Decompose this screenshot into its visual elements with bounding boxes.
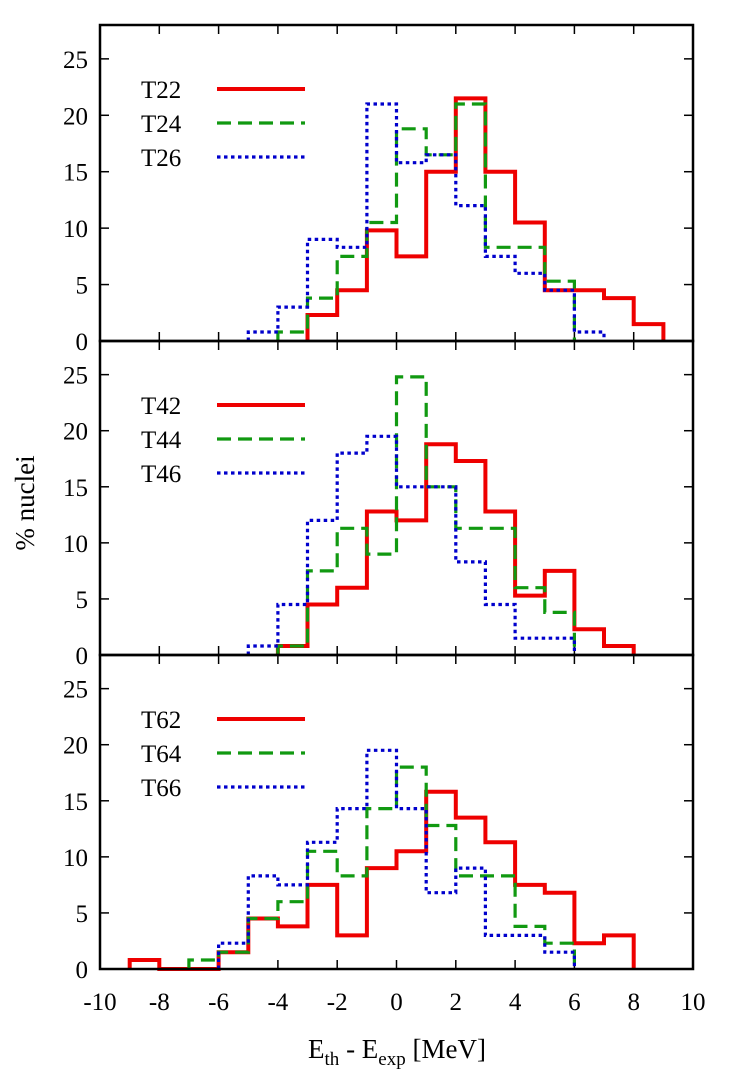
x-tick-labels: -10 -8 -6 -4 -2 0 2 4 6 8 10 (83, 989, 705, 1016)
x-label-tail: [MeV] (406, 1034, 486, 1064)
legend-label-T42: T42 (141, 393, 181, 420)
x-label-main: E (308, 1034, 325, 1064)
panel-3: 0 5 10 15 20 25 T62 T64 T66 (63, 653, 695, 984)
y-tick-label: 25 (63, 363, 88, 390)
legend-label-T66: T66 (141, 775, 181, 802)
y-tick-label: 15 (63, 789, 88, 816)
legend-label-T44: T44 (141, 427, 182, 454)
y-tick-label: 10 (63, 845, 88, 872)
x-tick-label: 6 (568, 989, 581, 1016)
x-tick-label: -6 (208, 989, 229, 1016)
y-tick-label: 20 (63, 733, 88, 760)
series-T46-histogram (246, 434, 576, 655)
x-tick-label: 10 (681, 989, 706, 1016)
legend-label-T24: T24 (141, 111, 182, 138)
legend-label-T22: T22 (141, 77, 181, 104)
x-tick-label: -4 (267, 989, 288, 1016)
legend-label-T46: T46 (141, 461, 181, 488)
series-T22-histogram (305, 96, 666, 341)
y-tick-label: 15 (63, 160, 88, 187)
y-tick-label: 0 (76, 957, 89, 984)
legend-label-T62: T62 (141, 707, 181, 734)
y-tick-label: 20 (63, 419, 88, 446)
x-tick-label: -10 (83, 989, 116, 1016)
panels-group: 0 5 10 15 20 25 T22 T24 T26 0 5 10 15 20 25 T42 T44 T46 0 5… (63, 23, 695, 984)
x-tick-label: 4 (509, 989, 522, 1016)
panel-1: 0 5 10 15 20 25 T22 T24 T26 (63, 23, 695, 356)
legend-label-T26: T26 (141, 145, 181, 172)
y-tick-label: 10 (63, 531, 88, 558)
legend-label-T64: T64 (141, 741, 182, 768)
y-tick-label: 5 (76, 901, 89, 928)
series-T66-histogram (217, 748, 576, 969)
y-tick-label: 20 (63, 103, 88, 130)
x-tick-label: 8 (627, 989, 640, 1016)
x-tick-label: 0 (390, 989, 403, 1016)
x-label-mid: - E (339, 1034, 378, 1064)
x-tick-label: -8 (149, 989, 170, 1016)
y-tick-label: 25 (63, 47, 88, 74)
panel-frame (98, 653, 695, 971)
x-label-sub-th: th (325, 1049, 340, 1070)
y-tick-label: 15 (63, 475, 88, 502)
y-tick-label: 5 (76, 273, 89, 300)
x-tick-label: 2 (450, 989, 463, 1016)
series-T62-histogram (127, 789, 636, 971)
y-tick-label: 25 (63, 677, 88, 704)
y-tick-label: 0 (76, 643, 89, 670)
x-tick-label: -2 (327, 989, 348, 1016)
x-label-sub-exp: exp (378, 1049, 405, 1070)
x-axis-label: Eth - Eexp [MeV] (308, 1034, 486, 1070)
y-tick-label: 5 (76, 587, 89, 614)
y-tick-label: 0 (76, 329, 89, 356)
y-tick-label: 10 (63, 216, 88, 243)
series-T24-histogram (276, 102, 576, 341)
panel-2: 0 5 10 15 20 25 T42 T44 T46 (63, 339, 695, 670)
y-axis-label: % nuclei (10, 455, 40, 550)
series-T26-histogram (246, 102, 606, 341)
